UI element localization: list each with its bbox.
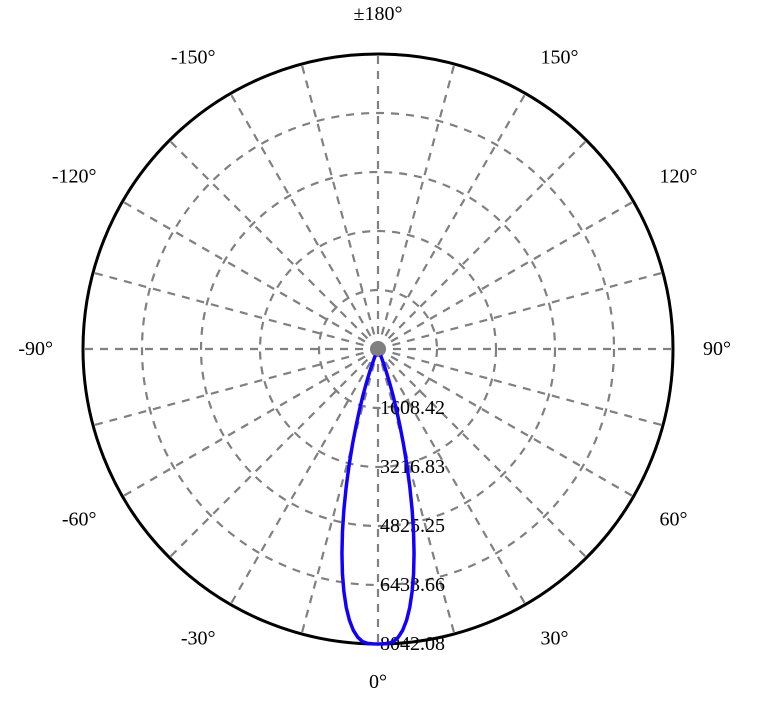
angle-label: 90°: [703, 338, 731, 360]
angle-label: 60°: [659, 509, 687, 531]
grid-spoke: [378, 140, 587, 349]
grid-spoke: [378, 94, 526, 349]
grid-spoke: [93, 273, 378, 349]
polar-chart: 1608.423216.834825.256433.668042.08 0°30…: [0, 0, 757, 703]
angle-label: -150°: [171, 47, 216, 69]
angle-label: -90°: [18, 338, 53, 360]
radial-tick-label: 1608.42: [380, 397, 445, 419]
center-dot: [371, 342, 385, 356]
grid-spoke: [302, 64, 378, 349]
grid-spoke: [378, 273, 663, 349]
grid-spoke: [169, 349, 378, 558]
radial-tick-label: 3216.83: [380, 456, 445, 478]
grid-spoke: [123, 349, 378, 497]
grid-spoke: [169, 140, 378, 349]
angle-label: ±180°: [354, 3, 403, 25]
angle-label: 0°: [369, 671, 387, 693]
grid-spoke: [378, 64, 454, 349]
angle-label: 30°: [541, 627, 569, 649]
angle-label: -120°: [52, 166, 97, 188]
grid-spoke: [231, 349, 379, 604]
angle-label: 150°: [541, 47, 579, 69]
grid-spoke: [302, 349, 378, 634]
angle-label: -30°: [181, 627, 216, 649]
grid-spoke: [378, 202, 633, 350]
grid-spoke: [231, 94, 379, 349]
angle-label: -60°: [62, 509, 97, 531]
angle-label: 120°: [659, 166, 697, 188]
grid-spoke: [123, 202, 378, 350]
grid-spoke: [93, 349, 378, 425]
